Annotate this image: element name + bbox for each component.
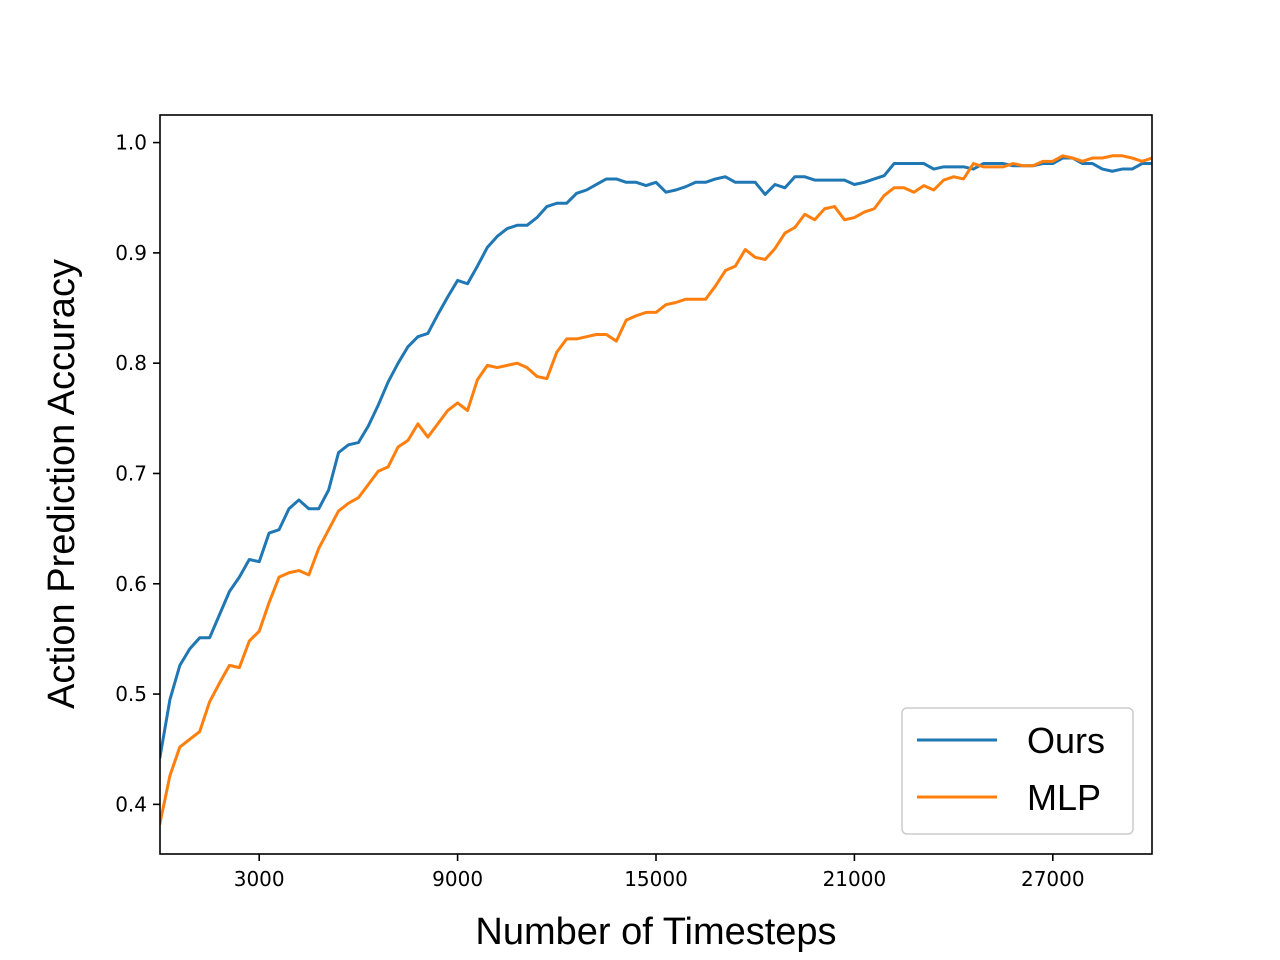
x-axis-title: Number of Timesteps xyxy=(475,911,836,953)
y-tick-label: 0.4 xyxy=(115,792,147,816)
y-tick-label: 0.7 xyxy=(115,461,147,485)
y-tick-label: 0.8 xyxy=(115,351,147,375)
series-line-ours xyxy=(160,156,1152,759)
y-tick-label: 0.5 xyxy=(115,682,147,706)
x-tick-label: 3000 xyxy=(234,867,285,891)
legend: Ours MLP xyxy=(901,707,1134,835)
y-axis-title: Action Prediction Accuracy xyxy=(41,259,83,709)
y-axis: 0.4 0.5 0.6 0.7 0.8 0.9 1.0 xyxy=(115,131,160,816)
series-layer xyxy=(160,154,1152,825)
x-tick-label: 21000 xyxy=(823,867,887,891)
x-tick-label: 9000 xyxy=(432,867,483,891)
y-tick-label: 0.6 xyxy=(115,572,147,596)
y-tick-label: 0.9 xyxy=(115,241,147,265)
y-tick-label: 1.0 xyxy=(115,131,147,155)
series-line-mlp xyxy=(160,154,1152,825)
legend-label-mlp: MLP xyxy=(1027,777,1101,818)
x-axis: 3000 9000 15000 21000 27000 xyxy=(234,854,1085,891)
x-tick-label: 27000 xyxy=(1021,867,1085,891)
legend-label-ours: Ours xyxy=(1027,720,1105,761)
x-tick-label: 15000 xyxy=(624,867,688,891)
